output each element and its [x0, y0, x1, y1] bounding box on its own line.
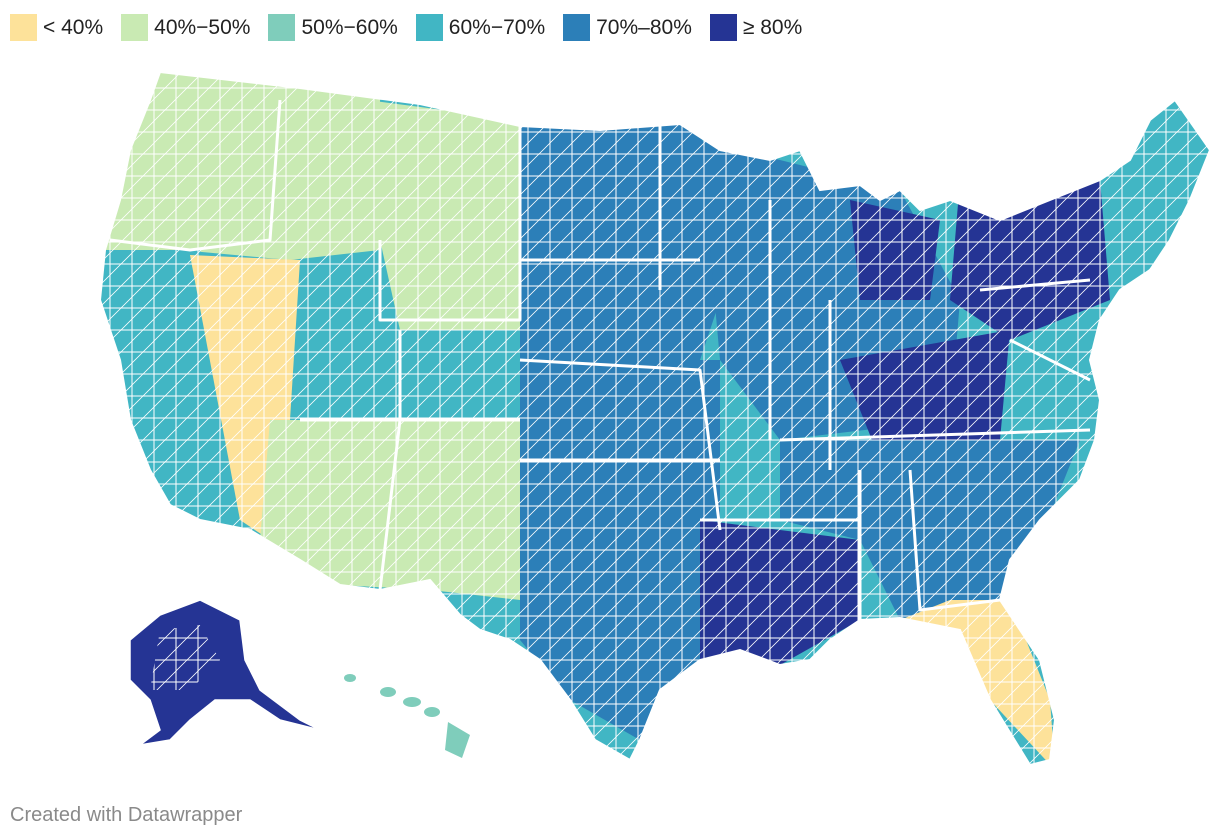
legend: < 40% 40%−50% 50%−60% 60%−70% 70%–80% ≥ … — [10, 14, 802, 41]
legend-item: 50%−60% — [268, 14, 398, 41]
hawaii-island — [380, 687, 396, 697]
state-border — [1009, 338, 1091, 382]
legend-swatch — [709, 14, 737, 41]
legend-label: 50%−60% — [301, 15, 398, 39]
state-borders — [109, 99, 1091, 620]
legend-item: 40%−50% — [121, 14, 250, 41]
hawaii-island — [445, 722, 470, 758]
legend-item: ≥ 80% — [709, 14, 803, 41]
legend-label: 40%−50% — [154, 15, 251, 39]
legend-swatch — [268, 14, 296, 41]
hawaii-island — [424, 707, 440, 717]
state-border — [908, 469, 1001, 612]
state-border — [109, 99, 282, 252]
hawaii — [344, 674, 470, 758]
legend-item: 70%–80% — [563, 14, 692, 41]
legend-label: 60%−70% — [448, 15, 546, 39]
hawaii-island — [344, 674, 356, 682]
state-border — [378, 120, 522, 322]
legend-item: 60%−70% — [415, 14, 546, 41]
alaska — [119, 599, 321, 761]
state-border — [519, 358, 722, 531]
legend-label: < 40% — [43, 15, 104, 39]
state-border — [378, 330, 402, 591]
legend-label: ≥ 80% — [742, 15, 803, 39]
legend-item: < 40% — [10, 14, 103, 41]
datawrapper-credit: Created with Datawrapper — [10, 804, 243, 826]
legend-swatch — [415, 14, 443, 41]
alaska-boroughs — [150, 625, 220, 690]
legend-swatch — [121, 14, 149, 41]
state-border — [779, 428, 1091, 442]
legend-swatch — [10, 14, 37, 41]
legend-label: 70%–80% — [596, 15, 692, 39]
hawaii-island — [403, 697, 421, 707]
state-border — [979, 278, 1091, 292]
legend-swatch — [563, 14, 591, 41]
